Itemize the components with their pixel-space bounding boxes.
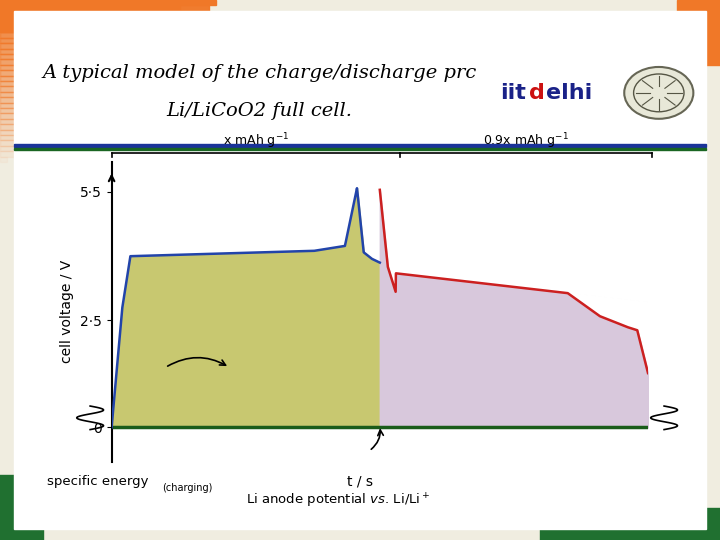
Bar: [0, 54, 144, 59]
Bar: [0, 11, 202, 16]
Bar: [0, 119, 58, 124]
Bar: [0, 140, 29, 146]
Text: Li/LiCoO2 full cell.: Li/LiCoO2 full cell.: [166, 102, 352, 120]
Text: x mAh g$^{-1}$: x mAh g$^{-1}$: [222, 132, 289, 151]
Bar: [0, 124, 50, 130]
FancyArrow shape: [540, 508, 720, 540]
Text: (charging): (charging): [162, 483, 212, 493]
Circle shape: [624, 67, 693, 119]
Bar: [0, 108, 72, 113]
Bar: [0, 5, 209, 11]
Text: A typical model of the charge/discharge prc: A typical model of the charge/discharge …: [42, 64, 477, 82]
Bar: [0, 0, 216, 5]
Text: d: d: [529, 83, 545, 103]
Text: t / s: t / s: [347, 475, 373, 489]
FancyArrow shape: [0, 0, 180, 32]
Bar: [0, 97, 86, 103]
Y-axis label: cell voltage / V: cell voltage / V: [60, 260, 74, 363]
FancyArrow shape: [0, 475, 43, 540]
Bar: [14, 148, 706, 150]
Bar: [0, 16, 194, 22]
Bar: [0, 151, 14, 157]
Bar: [0, 49, 151, 54]
Bar: [0, 113, 65, 119]
Text: Li anode potential $vs$. Li/Li$^+$: Li anode potential $vs$. Li/Li$^+$: [246, 491, 431, 510]
Bar: [0, 38, 166, 43]
Bar: [0, 157, 7, 162]
Bar: [0, 22, 187, 27]
Text: specific energy: specific energy: [47, 475, 148, 488]
Text: iit: iit: [500, 83, 526, 103]
Bar: [0, 70, 122, 76]
Bar: [0, 32, 173, 38]
Bar: [0, 103, 79, 108]
Bar: [14, 144, 706, 147]
Text: 0.9x mAh g$^{-1}$: 0.9x mAh g$^{-1}$: [482, 132, 569, 151]
Bar: [0, 65, 130, 70]
Bar: [0, 146, 22, 151]
Bar: [0, 92, 94, 97]
Bar: [0, 86, 101, 92]
Bar: [0, 135, 36, 140]
Bar: [0, 130, 43, 135]
Bar: [0, 27, 180, 32]
Bar: [0, 59, 137, 65]
Text: elhi: elhi: [546, 83, 592, 103]
Bar: [0, 76, 115, 81]
FancyArrow shape: [677, 0, 720, 65]
Bar: [0, 43, 158, 49]
Bar: [0, 81, 108, 86]
